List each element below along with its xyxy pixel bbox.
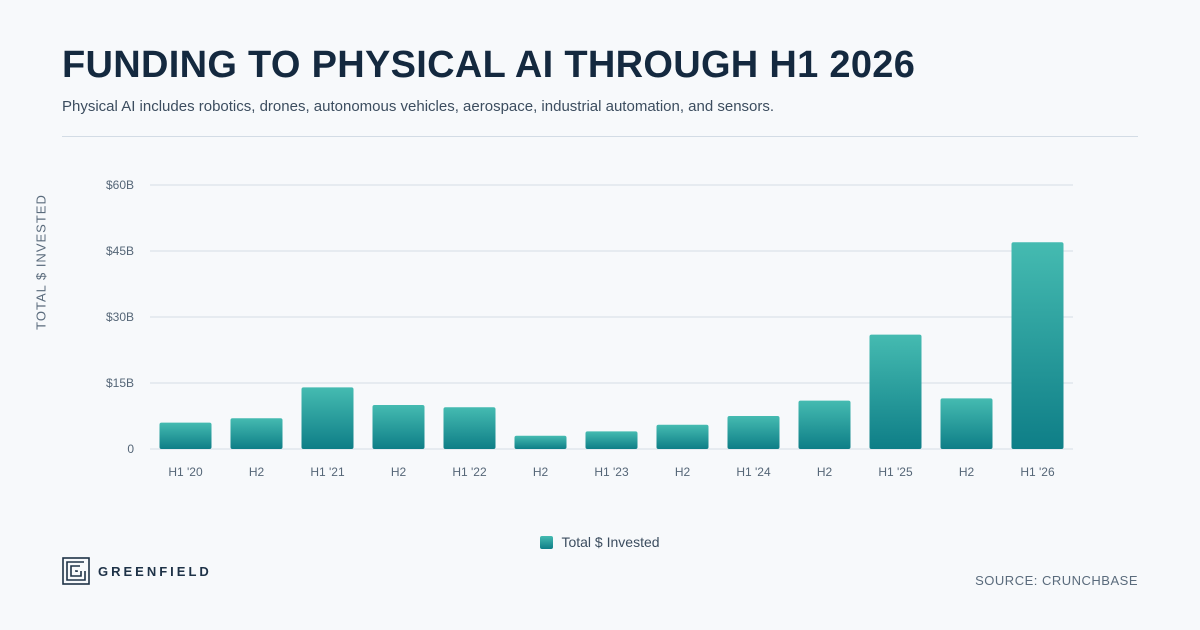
greenfield-logo-icon [62, 557, 90, 585]
bar [1011, 242, 1064, 449]
brand-name: GREENFIELD [98, 563, 212, 579]
x-tick-label: H2 [249, 465, 265, 479]
bar [940, 398, 993, 449]
x-tick-label: H1 '24 [736, 465, 771, 479]
bar [656, 424, 709, 449]
legend-swatch [540, 535, 554, 549]
y-axis-ticks: 0 $15B $30B $45B $60B [106, 178, 134, 456]
legend-label: Total $ Invested [561, 534, 660, 550]
bar [443, 407, 496, 449]
grid-lines [150, 184, 1073, 450]
bar [230, 418, 283, 449]
x-tick-label: H2 [533, 465, 549, 479]
x-tick-label: H2 [391, 465, 407, 479]
brand-logo: GREENFIELD [62, 557, 212, 585]
x-tick-label: H2 [675, 465, 691, 479]
x-tick-label: H1 '21 [310, 465, 345, 479]
bar [585, 431, 638, 449]
y-tick-label: $45B [106, 244, 134, 258]
bar [727, 416, 780, 449]
x-tick-label: H1 '25 [878, 465, 913, 479]
chart-subtitle: Physical AI includes robotics, drones, a… [62, 98, 775, 115]
bar [798, 400, 851, 449]
x-tick-label: H1 '22 [452, 465, 487, 479]
legend: Total $ Invested [0, 534, 1200, 550]
x-axis-ticks: H1 '20 H2 H1 '21 H2 H1 '22 H2 H1 '23 H2 H1 '24 H2… [168, 465, 1055, 479]
bar [301, 387, 354, 449]
chart-title: FUNDING TO PHYSICAL AI THROUGH H1 2026 [62, 44, 916, 86]
x-tick-label: H1 '26 [1020, 465, 1055, 479]
bar [372, 405, 425, 449]
source-note: SOURCE: CRUNCHBASE [975, 573, 1138, 588]
bar [159, 422, 212, 449]
y-tick-label: 0 [127, 442, 134, 456]
header-divider [62, 136, 1138, 137]
bar [514, 435, 567, 449]
y-tick-label: $15B [106, 376, 134, 390]
x-tick-label: H1 '20 [168, 465, 203, 479]
bars [159, 242, 1064, 449]
x-tick-label: H2 [959, 465, 975, 479]
x-tick-label: H2 [817, 465, 833, 479]
bar [869, 334, 922, 449]
y-tick-label: $30B [106, 310, 134, 324]
y-tick-label: $60B [106, 178, 134, 192]
x-tick-label: H1 '23 [594, 465, 629, 479]
